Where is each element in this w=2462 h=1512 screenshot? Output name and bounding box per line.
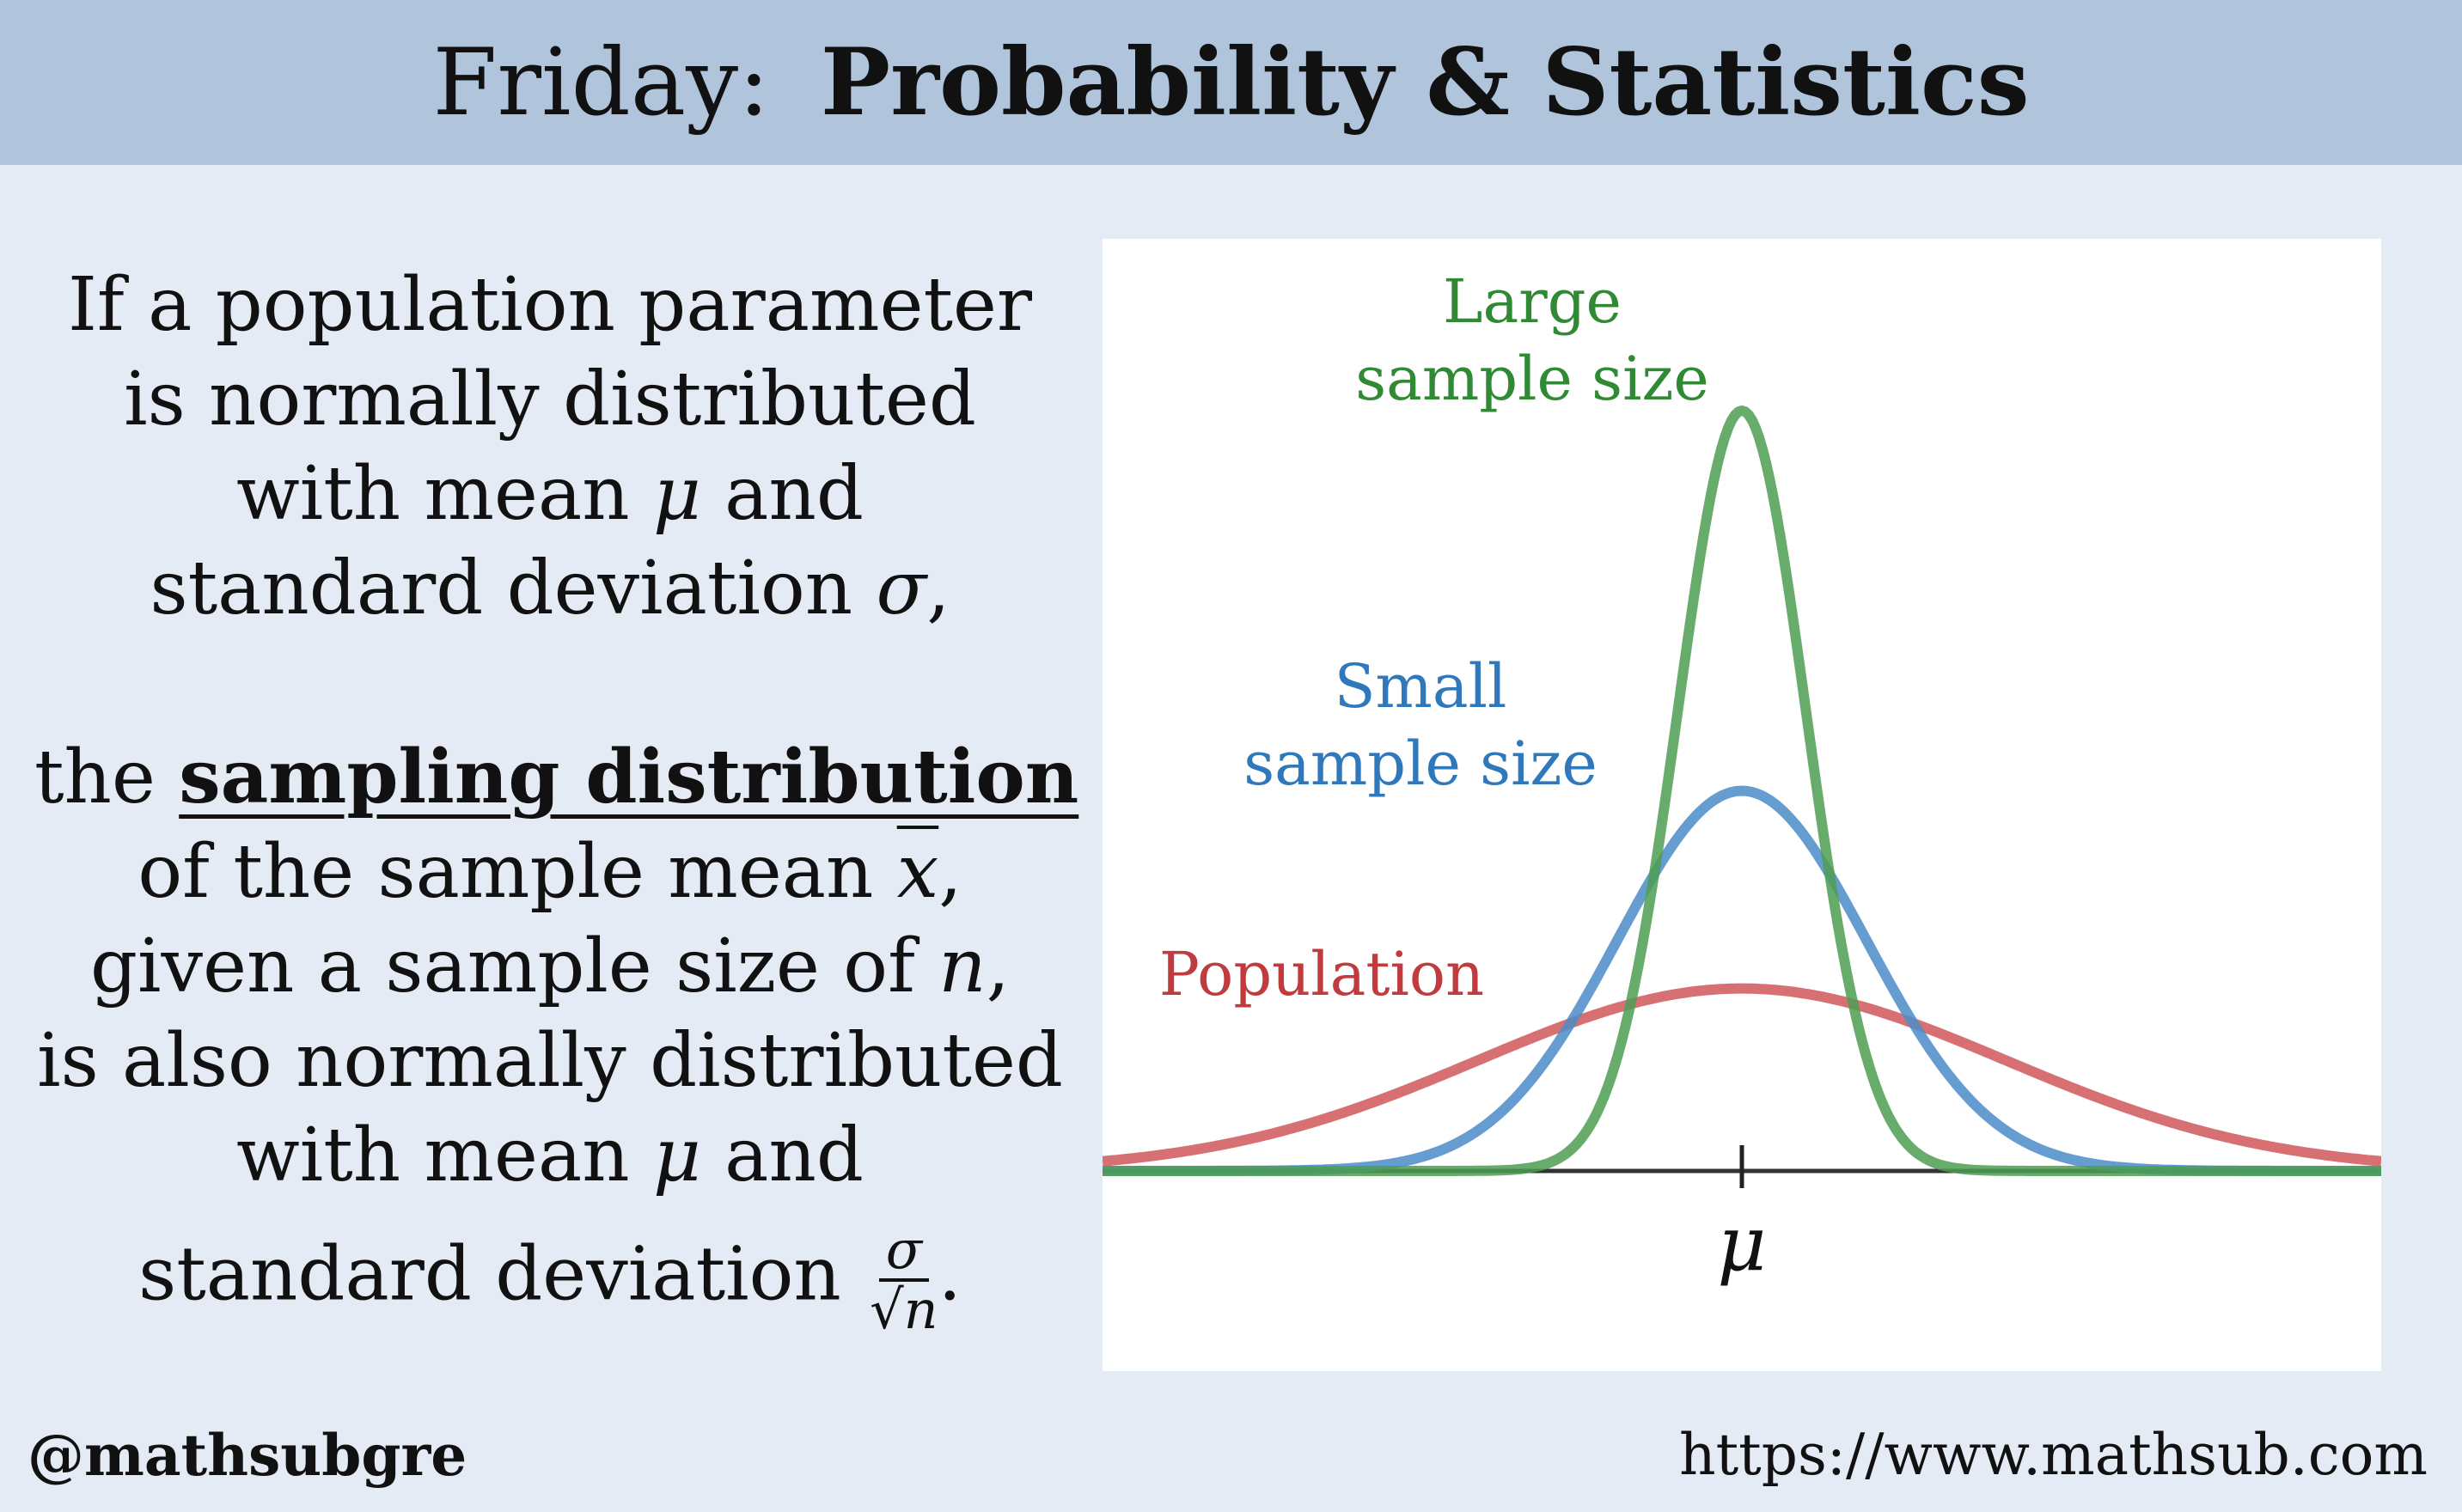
- text-fragment: standard deviation: [138, 1231, 865, 1318]
- curve-2: [1103, 405, 2381, 1176]
- x-bar-symbol: x: [896, 829, 939, 915]
- text-line-5: the sampling distribution: [34, 730, 1078, 825]
- text-fragment: standard deviation: [150, 546, 877, 631]
- text-fragment: and: [700, 451, 864, 537]
- sigma-symbol: σ: [876, 546, 927, 631]
- header-topic: Probability & Statistics: [820, 28, 2030, 137]
- sigma-over-root-n: σ √n: [870, 1222, 938, 1338]
- text-line-1: If a population parameter: [67, 262, 1033, 348]
- text-fragment: the: [34, 735, 180, 820]
- social-handle: @mathsubgre: [27, 1422, 467, 1489]
- n-symbol: n: [938, 924, 987, 1009]
- text-fragment: of the sample mean: [137, 829, 897, 915]
- text-fragment: with mean: [236, 1113, 653, 1198]
- text-line-8: is also normally distributed: [37, 1018, 1063, 1104]
- distribution-chart-svg: Population Small sample size Large sample si…: [1103, 266, 2381, 1288]
- series-label-0: Population: [1159, 939, 1484, 1009]
- website-url: https://www.mathsub.com: [1679, 1422, 2428, 1488]
- mean-label: μ: [1717, 1199, 1766, 1288]
- text-fragment: with mean: [236, 451, 653, 537]
- fraction-numerator: σ: [878, 1222, 930, 1282]
- mu-symbol: μ: [652, 1113, 701, 1198]
- text-line-2: is normally distributed: [124, 357, 976, 442]
- paragraph-gap: [34, 636, 1066, 730]
- series-label-1: Small sample size: [1243, 651, 1598, 799]
- fraction-denominator: √n: [870, 1278, 938, 1341]
- series-label-2: Large sample size: [1355, 266, 1709, 414]
- distribution-chart: Population Small sample size Large sample si…: [1103, 239, 2381, 1371]
- header-day: Friday:: [432, 28, 770, 137]
- page-header: Friday: Probability & Statistics: [0, 0, 2462, 165]
- text-fragment: ,: [986, 924, 1010, 1009]
- text-line-4: standard deviation σ,: [34, 541, 1066, 636]
- text-line-9: with mean μ and: [34, 1108, 1066, 1203]
- text-fragment: ,: [938, 829, 962, 915]
- explanation-text: If a population parameter is normally di…: [34, 258, 1078, 1338]
- text-fragment: and: [700, 1113, 864, 1198]
- mu-symbol: μ: [652, 451, 701, 537]
- text-fragment: ,: [926, 546, 950, 631]
- text-fragment: .: [938, 1231, 962, 1318]
- text-line-7: given a sample size of n,: [34, 919, 1066, 1014]
- curve-0: [1103, 983, 2381, 1167]
- text-fragment: given a sample size of: [90, 924, 939, 1009]
- sampling-distribution-term: sampling distribution: [179, 734, 1079, 820]
- text-line-6: of the sample mean x,: [34, 825, 1066, 919]
- text-line-3: with mean μ and: [34, 447, 1066, 541]
- text-line-10: standard deviation σ √n.: [34, 1222, 1066, 1338]
